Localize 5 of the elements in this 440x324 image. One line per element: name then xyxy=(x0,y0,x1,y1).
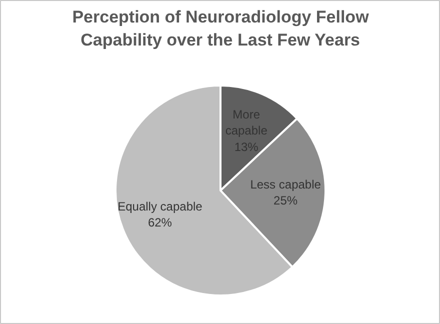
data-label: 25% xyxy=(274,194,298,208)
slice-label: Less capable xyxy=(250,177,322,192)
data-label: 62% xyxy=(148,216,172,230)
slice-label: Equally capable xyxy=(118,199,203,214)
chart-title: Perception of Neuroradiology Fellow Capability over the Last Few Years xyxy=(72,8,370,50)
